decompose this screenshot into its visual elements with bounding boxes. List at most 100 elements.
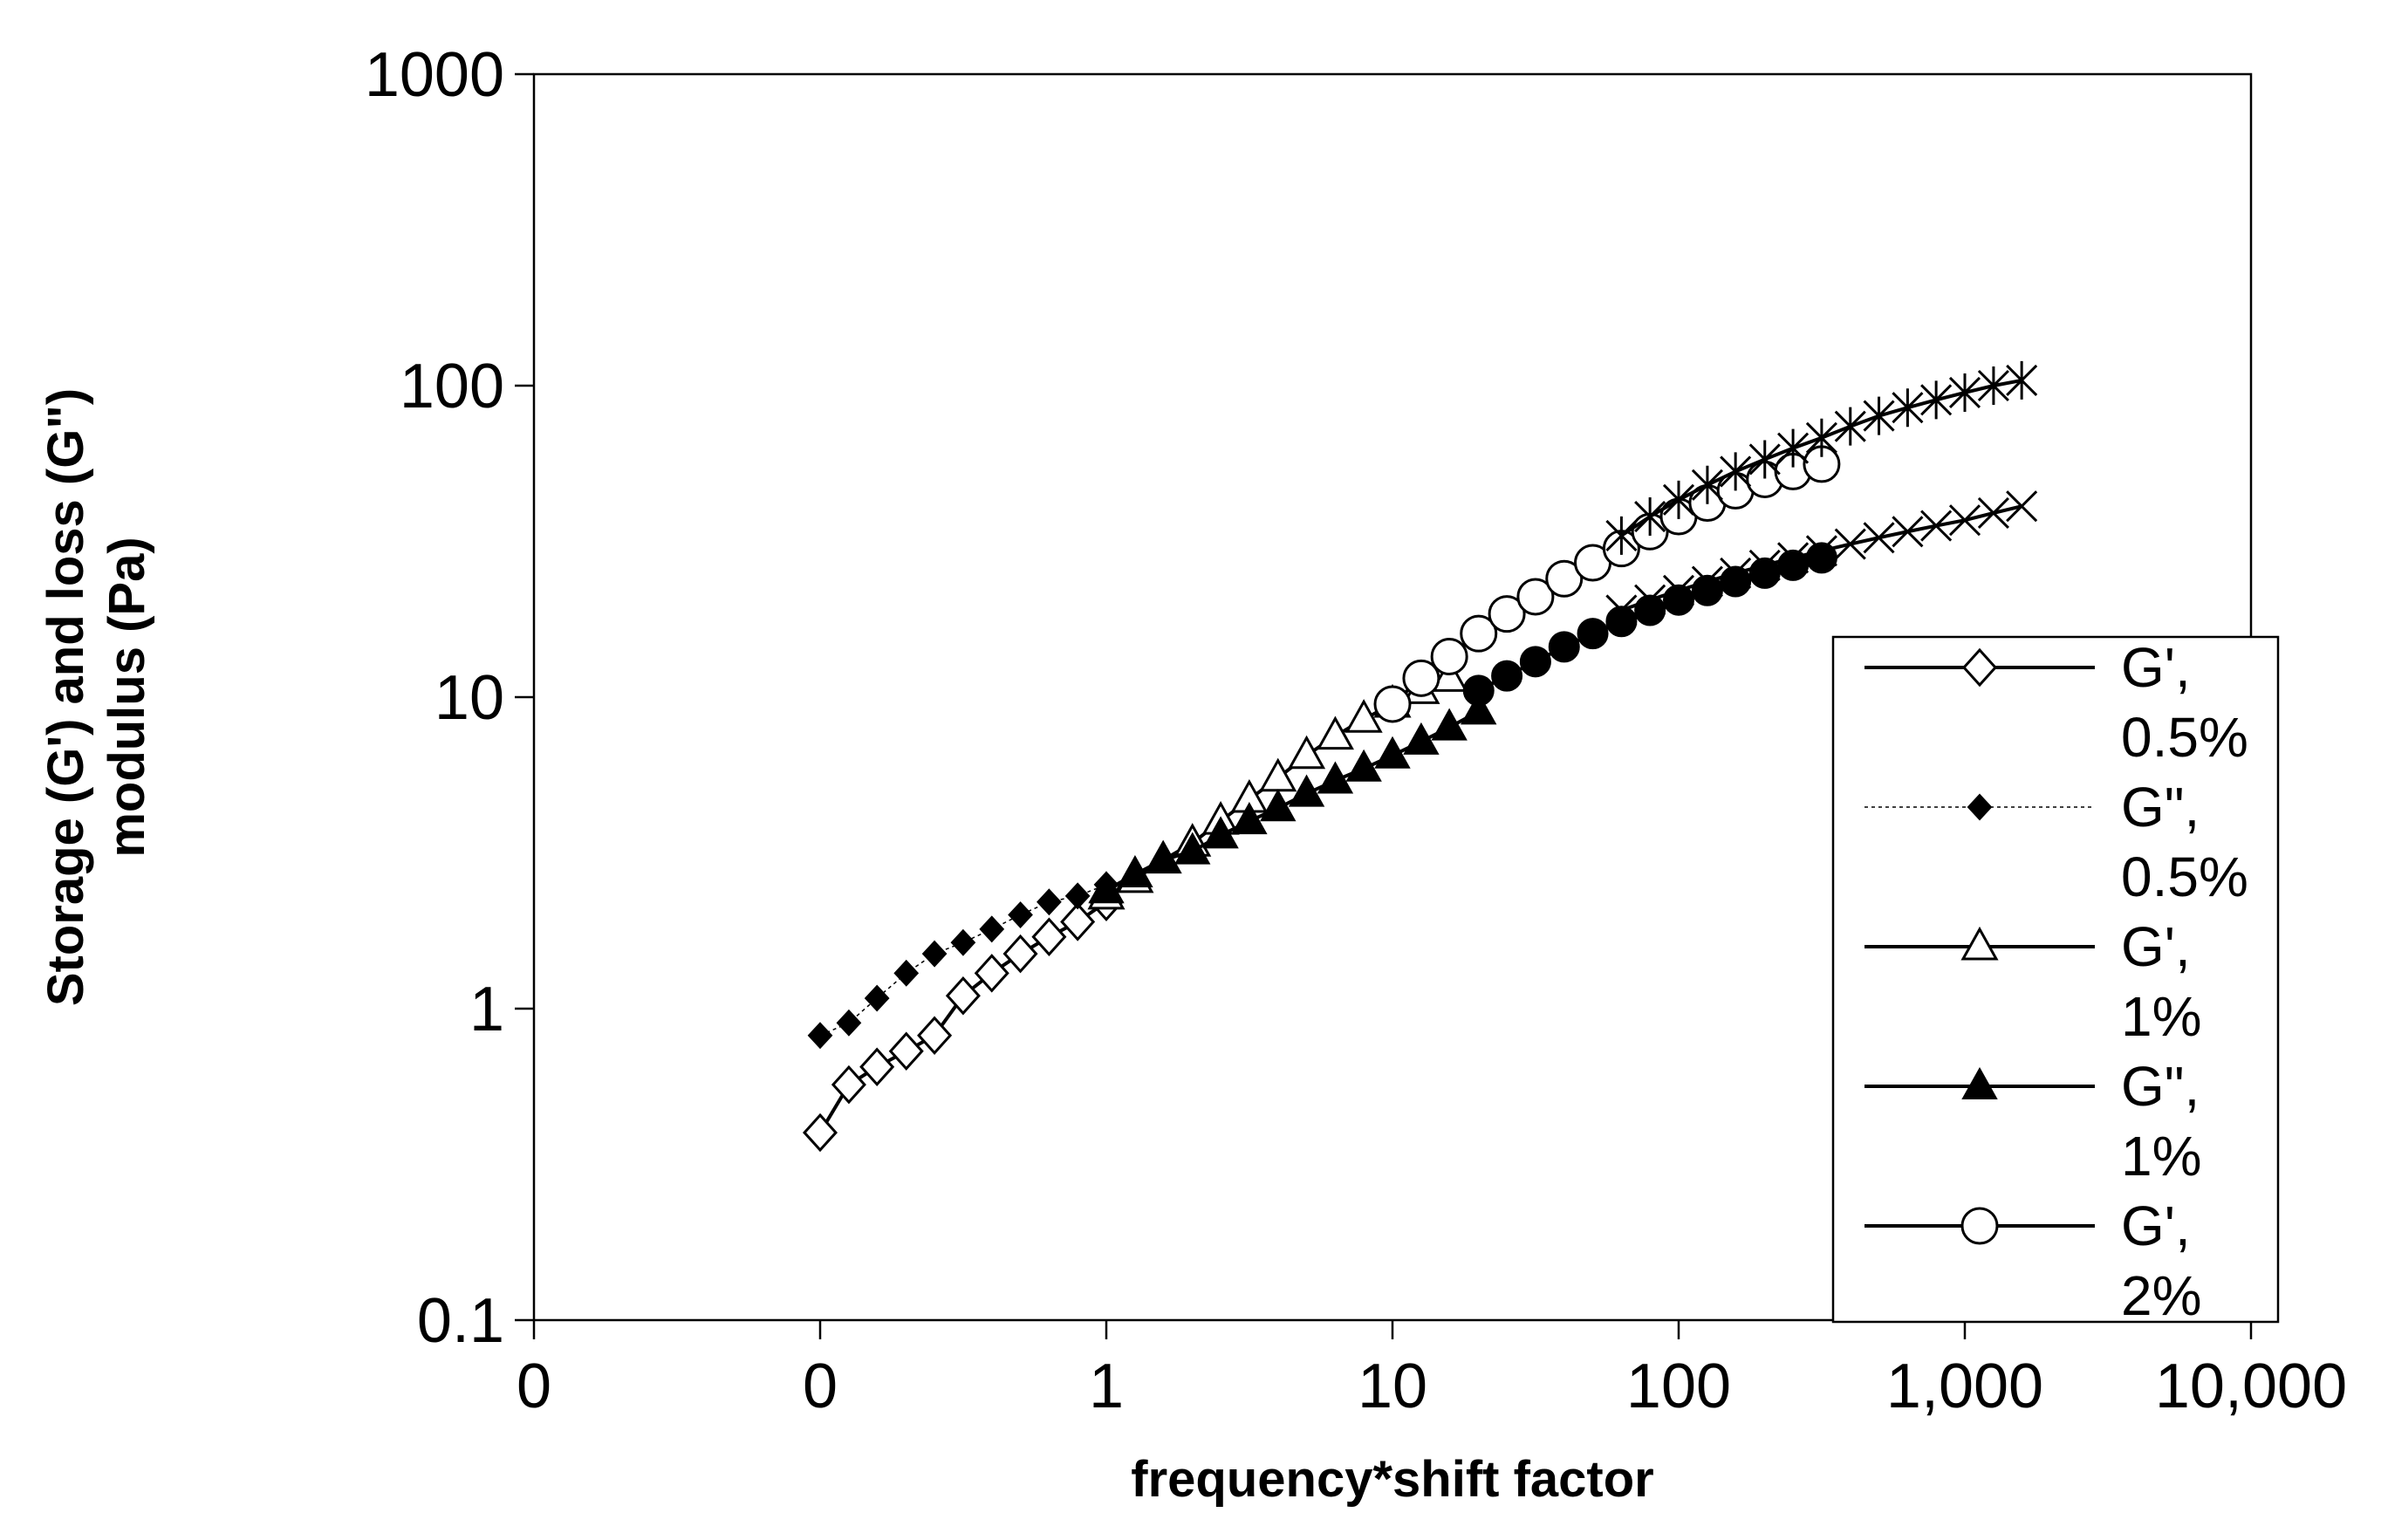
data-point	[1460, 614, 1498, 653]
x-tick-label: 0	[517, 1352, 551, 1421]
y-tick-label: 1	[469, 975, 504, 1044]
legend-marker	[1961, 1066, 1998, 1099]
data-point	[974, 954, 1009, 993]
data-point	[1316, 715, 1354, 750]
data-point	[802, 1112, 838, 1153]
axis-ticks: 0.1 1 10 100 1000 0 0 1 10 100 1,000 10,000	[365, 40, 2347, 1421]
data-point	[1064, 882, 1091, 910]
legend-label: 2%	[2121, 1264, 2202, 1327]
data-point	[950, 928, 976, 956]
x-tick-label: 1	[1089, 1352, 1124, 1421]
data-point	[1287, 735, 1326, 770]
legend-label: G',	[2121, 636, 2191, 699]
data-point	[1634, 584, 1666, 616]
data-point	[921, 940, 948, 968]
x-tick-label: 1,000	[1886, 1352, 2043, 1421]
legend-label: 1%	[2121, 985, 2202, 1048]
data-point	[1805, 418, 1837, 457]
data-point	[1403, 722, 1440, 755]
data-point	[1948, 504, 1981, 537]
data-point	[1977, 366, 2009, 405]
data-point	[1488, 595, 1526, 633]
legend-label: 0.5%	[2121, 845, 2248, 908]
data-point	[1231, 802, 1268, 835]
data-point	[1777, 428, 1810, 468]
legend-label: G',	[2121, 1194, 2191, 1257]
legend-entry-1: G", 0.5%	[1864, 776, 2248, 908]
data-point	[1777, 542, 1810, 574]
legend-entry-2: G', 1%	[1864, 915, 2202, 1048]
legend-label: 0.5%	[2121, 706, 2248, 769]
data-point	[1605, 606, 1638, 638]
data-point	[1948, 373, 1981, 412]
y-axis-title-line: modulus (Pa)	[99, 537, 155, 857]
legend-label: G',	[2121, 915, 2191, 978]
data-series	[802, 360, 2038, 1153]
y-axis-title: Storage (G') and loss (G")modulus (Pa)	[38, 388, 155, 1006]
legend-marker	[1967, 793, 1993, 821]
data-point	[1691, 565, 1723, 598]
series-7	[1605, 490, 2038, 626]
data-point	[1145, 840, 1181, 873]
series-3	[1088, 692, 1497, 904]
data-point	[1345, 749, 1382, 782]
data-point	[1519, 646, 1551, 678]
data-point	[1720, 557, 1752, 589]
data-point	[2006, 360, 2038, 400]
legend: G',0.5%G",0.5%G',1%G",1%G',2%	[1831, 635, 2280, 1327]
data-point	[1545, 559, 1584, 598]
y-axis-title-line: Storage (G') and loss (G")	[38, 388, 94, 1006]
data-point	[1462, 674, 1495, 707]
data-point	[1920, 380, 1953, 420]
data-point	[1977, 496, 2009, 530]
data-point	[1088, 871, 1125, 904]
legend-label: 1%	[2121, 1125, 2202, 1188]
data-point	[1008, 901, 1033, 928]
data-point	[1834, 528, 1866, 560]
data-point	[1748, 440, 1781, 479]
data-point	[1117, 854, 1153, 887]
data-point	[1373, 685, 1412, 723]
data-point	[1174, 832, 1211, 865]
data-point	[1691, 465, 1723, 504]
data-point	[1431, 708, 1468, 741]
y-tick-label: 100	[400, 352, 504, 421]
data-point	[1491, 660, 1523, 692]
data-point	[888, 1031, 924, 1071]
x-tick-label: 10	[1358, 1352, 1427, 1421]
legend-label: G",	[2121, 776, 2200, 838]
data-point	[1662, 574, 1695, 606]
data-point	[1260, 789, 1297, 822]
data-point	[859, 1047, 895, 1087]
data-point	[1863, 396, 1895, 435]
legend-marker	[1961, 647, 1998, 688]
data-point	[1344, 699, 1383, 733]
series-1	[807, 871, 1119, 1050]
x-tick-label: 100	[1626, 1352, 1731, 1421]
data-point	[1863, 522, 1895, 554]
data-point	[1060, 902, 1096, 941]
data-point	[945, 975, 981, 1016]
series-5	[1462, 542, 1837, 707]
data-point	[1892, 388, 1924, 428]
data-point	[836, 1009, 862, 1037]
x-tick-label: 10,000	[2155, 1352, 2347, 1421]
data-point	[864, 984, 890, 1012]
data-point	[1288, 774, 1325, 807]
legend-entry-3: G", 1%	[1864, 1055, 2202, 1188]
series-line	[819, 884, 1107, 1037]
series-6	[1605, 360, 2038, 555]
data-point	[1461, 692, 1497, 725]
data-point	[1548, 631, 1580, 663]
data-point	[893, 959, 920, 987]
data-point	[1374, 736, 1411, 769]
data-point	[1037, 888, 1062, 916]
data-point	[1317, 761, 1354, 794]
data-point	[1430, 658, 1468, 692]
data-point	[831, 1064, 866, 1105]
y-tick-label: 10	[434, 663, 504, 733]
y-tick-label: 0.1	[417, 1286, 504, 1356]
data-point	[1202, 816, 1239, 849]
